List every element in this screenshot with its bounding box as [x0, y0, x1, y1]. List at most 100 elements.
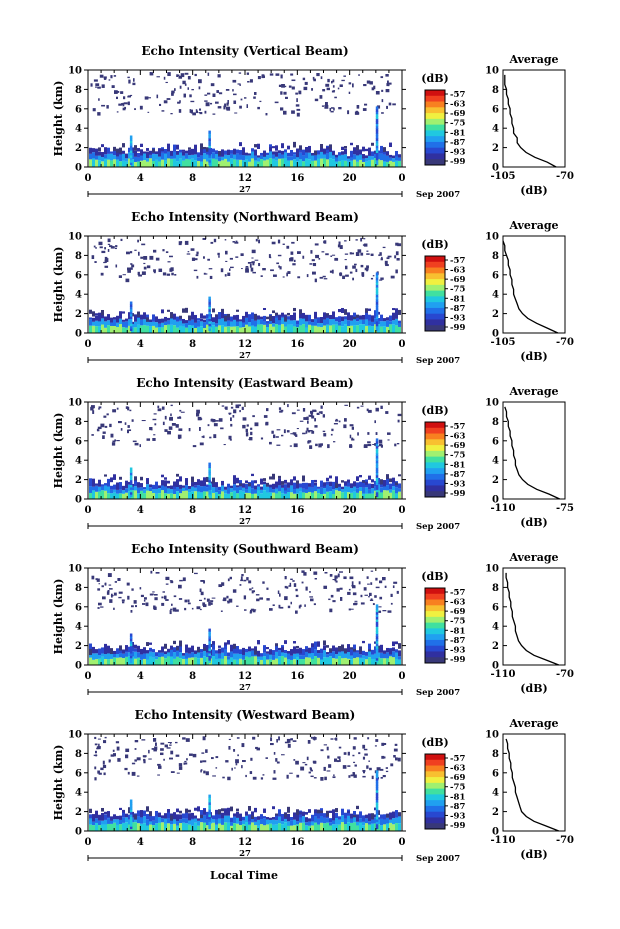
- plume-cell: [375, 640, 379, 644]
- echo-cell: [305, 825, 308, 831]
- echo-cell: [218, 584, 223, 588]
- echo-cell: [332, 85, 335, 88]
- plume-cell: [375, 782, 379, 786]
- echo-cell: [230, 316, 233, 322]
- echo-cell: [254, 160, 257, 167]
- echo-cell: [344, 812, 347, 819]
- echo-cell: [245, 266, 249, 268]
- echo-cell: [382, 610, 387, 612]
- echo-cell: [118, 421, 122, 424]
- echo-cell: [210, 601, 214, 603]
- echo-cell: [154, 423, 157, 426]
- plume-cell: [208, 162, 211, 166]
- echo-cell: [212, 158, 215, 167]
- colorbar-segment: [425, 130, 445, 137]
- echo-cell: [203, 815, 206, 823]
- echo-cell: [305, 822, 308, 826]
- echo-cell: [225, 89, 230, 91]
- echo-cell: [299, 487, 302, 492]
- echo-cell: [128, 319, 131, 326]
- echo-cell: [296, 821, 299, 825]
- echo-cell: [245, 815, 248, 823]
- plume-cell: [129, 137, 133, 141]
- echo-cell: [310, 250, 313, 254]
- echo-cell: [385, 74, 389, 77]
- echo-cell: [101, 157, 104, 162]
- echo-cell: [173, 313, 176, 319]
- plume-cell: [375, 631, 379, 634]
- echo-cell: [212, 819, 215, 823]
- echo-cell: [206, 598, 210, 602]
- y-tick-label: 0: [75, 827, 82, 838]
- plume-cell: [208, 311, 211, 315]
- echo-cell: [326, 313, 329, 316]
- echo-cell: [314, 491, 317, 499]
- echo-cell: [160, 748, 164, 751]
- plume-cell: [208, 303, 211, 307]
- echo-cell: [299, 145, 302, 151]
- echo-cell: [323, 585, 328, 589]
- echo-cell: [191, 645, 194, 653]
- echo-cell: [245, 267, 249, 270]
- echo-cell: [383, 147, 386, 153]
- echo-cell: [239, 649, 242, 654]
- echo-cell: [122, 811, 125, 818]
- echo-cell: [335, 476, 338, 484]
- echo-cell: [140, 160, 143, 167]
- panels-group: Echo Intensity (Vertical Beam)0246810Hei…: [52, 44, 574, 864]
- echo-cell: [98, 814, 101, 821]
- x-tick-label: 4: [137, 837, 144, 848]
- echo-cell: [387, 439, 390, 441]
- echo-cell: [148, 758, 152, 760]
- echo-cell: [251, 493, 254, 499]
- echo-cell: [119, 152, 122, 155]
- echo-cell: [358, 752, 361, 755]
- panel-1: Echo Intensity (Vertical Beam)0246810Hei…: [52, 44, 574, 200]
- echo-cell: [198, 86, 201, 90]
- echo-cell: [305, 314, 308, 321]
- echo-cell: [254, 825, 257, 831]
- echo-cell: [351, 581, 354, 586]
- echo-cell: [194, 650, 197, 654]
- echo-cell: [302, 155, 305, 162]
- echo-cell: [125, 748, 130, 753]
- colorbar-tick-label: -93: [450, 479, 465, 489]
- echo-cell: [263, 656, 266, 665]
- echo-cell: [194, 258, 198, 261]
- echo-cell: [137, 157, 140, 162]
- echo-cell: [215, 150, 218, 154]
- plume-cell: [375, 489, 379, 493]
- plume-cell: [375, 316, 379, 319]
- echo-cell: [293, 159, 296, 167]
- echo-cell: [392, 490, 395, 499]
- echo-cell: [278, 475, 281, 479]
- echo-cell: [158, 650, 161, 653]
- echo-cell: [182, 318, 185, 324]
- echo-cell: [290, 149, 293, 157]
- echo-cell: [110, 489, 113, 494]
- echo-cell: [114, 90, 118, 94]
- echo-cell: [383, 814, 386, 820]
- echo-cell: [366, 265, 369, 269]
- echo-cell: [128, 819, 131, 825]
- echo-cell: [363, 445, 368, 448]
- echo-cell: [106, 413, 109, 416]
- echo-cell: [205, 771, 209, 776]
- echo-cell: [236, 487, 239, 494]
- echo-cell: [182, 822, 185, 831]
- average-frame: [502, 69, 566, 168]
- echo-cell: [295, 588, 298, 592]
- y-axis-label: Height (km): [52, 579, 65, 655]
- echo-cell: [364, 267, 369, 271]
- echo-cell: [354, 764, 357, 767]
- echo-cell: [227, 776, 231, 781]
- plume-cell: [208, 301, 211, 305]
- echo-cell: [371, 823, 374, 831]
- x-tick-label: 8: [189, 505, 196, 516]
- echo-cell: [293, 307, 296, 312]
- echo-cell: [128, 807, 131, 814]
- echo-cell: [148, 749, 150, 754]
- echo-cell: [150, 570, 153, 574]
- echo-cell: [137, 152, 140, 158]
- colorbar-segment: [425, 645, 445, 652]
